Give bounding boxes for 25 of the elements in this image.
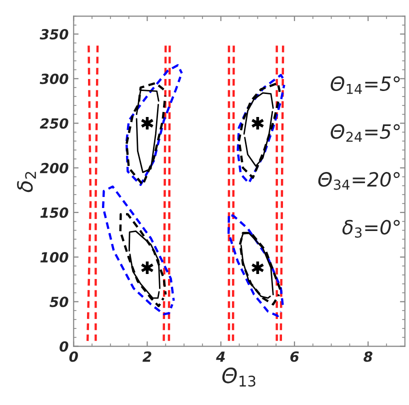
x-tick-label: 0 [69, 351, 78, 362]
y-tick-label: 150 [40, 207, 68, 218]
y-axis-title: δ$_{2}$ [17, 172, 36, 192]
line-series [136, 90, 160, 116]
x-tick-label: 6 [290, 351, 299, 362]
annotation: Θ$_{34}$=20° [318, 172, 400, 190]
y-tick-label: 250 [40, 118, 68, 129]
annotation: Θ$_{24}$=5° [330, 124, 400, 142]
annotation: δ$_{3}$=0° [342, 220, 400, 238]
line-series [129, 254, 160, 299]
y-tick-label: 350 [40, 29, 68, 40]
y-tick-label: 200 [40, 162, 68, 174]
annotation: Θ$_{14}$=5° [330, 76, 400, 94]
line-series [136, 104, 159, 174]
line-series [126, 82, 167, 145]
y-tick-label: 100 [40, 252, 68, 263]
x-tick-label: 4 [216, 352, 225, 362]
line-series [126, 94, 166, 186]
x-tick-label: 8 [364, 351, 372, 362]
y-tick-label: 50 [50, 296, 68, 308]
line-series [244, 110, 274, 167]
y-tick-label: 300 [40, 74, 68, 84]
x-tick-label: 2 [142, 351, 152, 362]
y-tick-label: 0 [60, 341, 68, 352]
x-axis-title: Θ$_{13}$ [222, 368, 256, 387]
